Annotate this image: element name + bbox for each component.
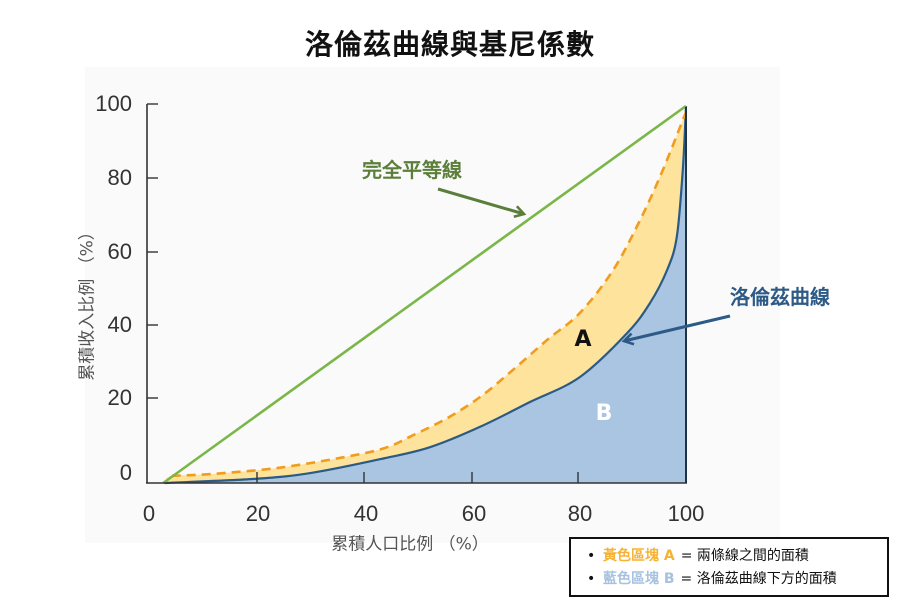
- legend-desc-area-a: = 兩條線之間的面積: [680, 547, 809, 564]
- equality-line-label: 完全平等線: [362, 158, 462, 182]
- x-tick-label: 20: [245, 501, 271, 526]
- y-tick-label: 60: [107, 239, 132, 264]
- x-tick-label: 60: [461, 501, 487, 526]
- legend-key-area-b: 藍色區塊 B: [603, 570, 675, 587]
- bullet-icon: •: [587, 570, 596, 587]
- legend-item-area-a: • 黃色區塊 A = 兩條線之間的面積: [587, 547, 887, 565]
- lorenz-arrow-icon: [621, 314, 731, 346]
- y-tick-label: 20: [107, 385, 132, 410]
- lorenz-curve-label: 洛倫茲曲線: [730, 285, 830, 309]
- area-a-label: A: [574, 327, 592, 352]
- equality-arrow-icon: [437, 187, 527, 219]
- x-tick-label: 40: [353, 501, 379, 526]
- area-b-fill: [164, 106, 687, 483]
- legend-item-area-b: • 藍色區塊 B = 洛倫茲曲線下方的面積: [587, 570, 887, 588]
- y-axis-title: 累積收入比例 （%）: [77, 223, 98, 381]
- legend-box: • 黃色區塊 A = 兩條線之間的面積 • 藍色區塊 B = 洛倫茲曲線下方的面…: [569, 537, 889, 597]
- x-tick-label: 80: [567, 501, 593, 526]
- x-tick-label: 100: [667, 501, 705, 526]
- x-axis-title: 累積人口比例 （%）: [331, 534, 489, 555]
- chart-title: 洛倫茲曲線與基尼係數: [304, 28, 596, 61]
- lorenz-curve-line: [164, 105, 688, 485]
- area-a-fill: [164, 106, 687, 483]
- x-tick-label: 0: [142, 501, 156, 526]
- legend-key-area-a: 黃色區塊 A: [603, 547, 675, 564]
- y-tick-label: 0: [119, 460, 132, 485]
- dashed-curve-line: [171, 111, 688, 478]
- bullet-icon: •: [587, 547, 596, 564]
- y-tick-label: 40: [107, 312, 132, 337]
- equality-line: [162, 104, 687, 485]
- area-b-label: B: [595, 401, 613, 426]
- y-tick-label: 80: [107, 165, 132, 190]
- y-tick-label: 100: [95, 91, 132, 116]
- legend-desc-area-b: = 洛倫茲曲線下方的面積: [680, 570, 837, 587]
